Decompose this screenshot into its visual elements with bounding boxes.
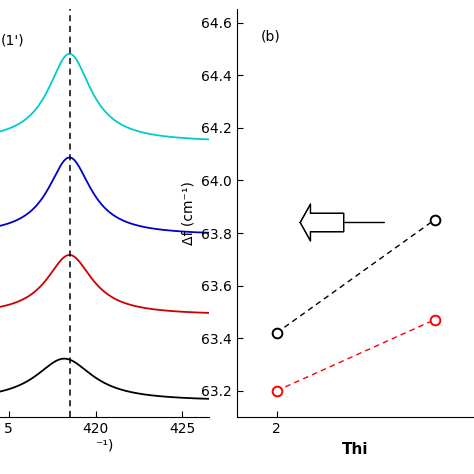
Text: (b): (b) xyxy=(261,30,281,44)
Text: (1'): (1') xyxy=(1,34,25,48)
Y-axis label: Δf (cm⁻¹): Δf (cm⁻¹) xyxy=(182,182,196,245)
Polygon shape xyxy=(300,204,344,241)
X-axis label: ⁻¹): ⁻¹) xyxy=(95,439,113,453)
X-axis label: Thi: Thi xyxy=(342,442,369,456)
